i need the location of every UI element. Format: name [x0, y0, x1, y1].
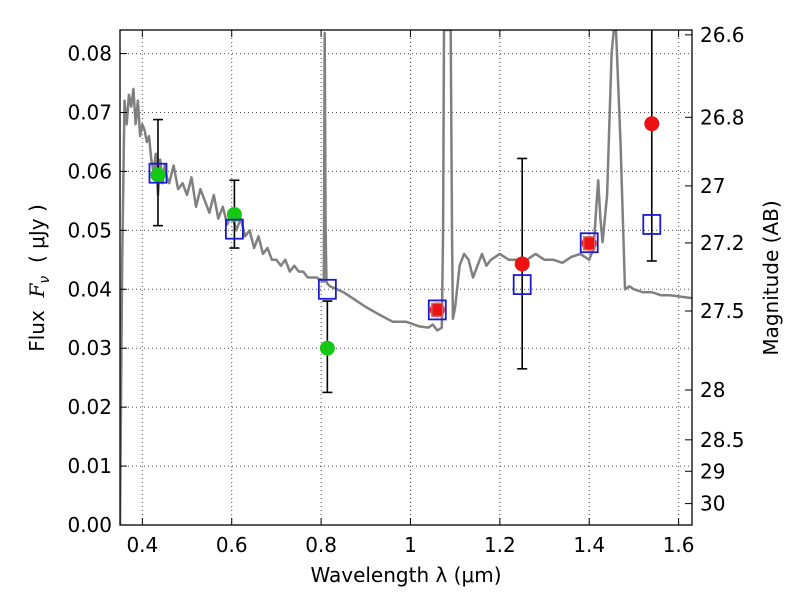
y-axis-title-prefix: Flux	[25, 297, 49, 351]
x-axis-title: Wavelength λ (μm)	[310, 563, 501, 587]
y-tick-label: 0.07	[67, 101, 112, 125]
right-tick-label: 27.2	[700, 231, 745, 255]
y-tick-label: 0.08	[67, 42, 112, 66]
x-tick-label: 0.6	[216, 533, 248, 557]
sed-curve-layer	[120, 30, 692, 525]
points-layer	[148, 116, 662, 356]
model-point-square	[224, 218, 244, 240]
y-tick-label: 0.00	[67, 513, 112, 537]
y-tick-label: 0.02	[67, 395, 112, 419]
observed-point-green	[319, 340, 335, 356]
y-axis-title-subscript: ν	[37, 276, 53, 284]
observed-point-red	[429, 302, 445, 318]
model-point-square	[642, 214, 662, 235]
right-tick-label: 30	[700, 492, 725, 516]
y-axis-title: Flux Fν ( μJy )	[25, 204, 53, 352]
model-point-inner-square	[431, 302, 444, 318]
right-tick-label: 27.5	[700, 299, 745, 323]
model-point-square	[317, 278, 337, 300]
x-tick-label: 1.4	[573, 533, 605, 557]
model-point-square	[148, 162, 168, 184]
right-tick-label: 28	[700, 378, 725, 402]
observed-point-red	[514, 256, 530, 272]
ticks-layer	[120, 30, 692, 526]
x-tick-label: 1.2	[484, 533, 516, 557]
y-tick-label: 0.03	[67, 336, 112, 360]
sed-model-curve	[120, 30, 692, 525]
model-point-square	[579, 232, 599, 254]
observed-point-red	[581, 235, 597, 251]
grid-layer	[120, 30, 692, 525]
model-point-square	[512, 274, 532, 295]
y-tick-label: 0.05	[67, 218, 112, 242]
right-axis-title: Magnitude (AB)	[759, 200, 783, 355]
right-tick-label: 26.6	[700, 23, 745, 47]
x-tick-label: 1	[404, 533, 417, 557]
y-tick-label: 0.01	[67, 454, 112, 478]
x-tick-label: 1.6	[663, 533, 695, 557]
right-tick-label: 28.5	[700, 428, 745, 452]
observed-point-green	[150, 167, 166, 183]
model-point-square	[427, 299, 447, 321]
y-axis-title-suffix: ( μJy )	[25, 204, 49, 276]
right-tick-label: 29	[700, 459, 725, 483]
y-tick-label: 0.04	[67, 277, 112, 301]
tick-labels-layer: 0.4 0.6 0.8 1 1.2 1.4 1.6 0.00 0.01 0.02 0.03 0.04 0…	[67, 23, 744, 557]
x-tick-label: 0.4	[126, 533, 158, 557]
model-point-inner-square	[583, 236, 596, 251]
y-tick-label: 0.06	[67, 159, 112, 183]
observed-point-red	[644, 116, 660, 132]
x-tick-label: 0.8	[305, 533, 337, 557]
observed-point-green	[226, 206, 242, 222]
right-tick-label: 26.8	[700, 105, 745, 129]
plot-frame	[119, 29, 693, 526]
right-tick-label: 27	[700, 174, 725, 198]
y-axis-title-symbol: F	[25, 282, 49, 298]
